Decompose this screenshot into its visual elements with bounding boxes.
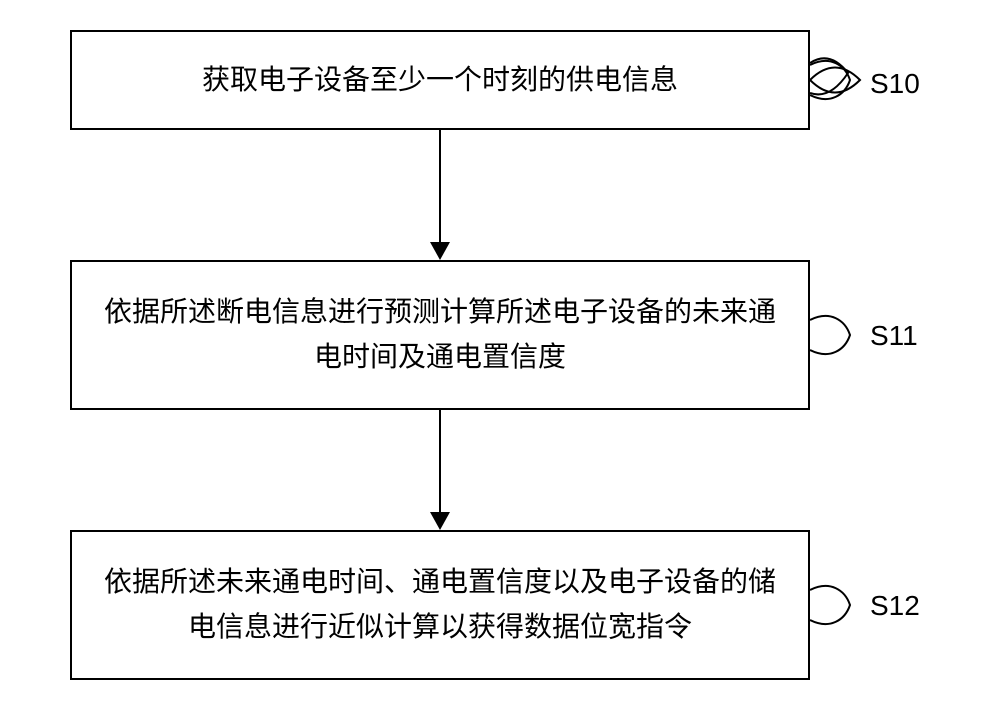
- flow-box-s11: 依据所述断电信息进行预测计算所述电子设备的未来通电时间及通电置信度: [70, 260, 810, 410]
- arrow-line-s11-s12: [439, 410, 441, 512]
- flow-box-s12-text: 依据所述未来通电时间、通电置信度以及电子设备的储电信息进行近似计算以获得数据位宽…: [100, 560, 780, 650]
- arrow-head-s10-s11: [430, 242, 450, 260]
- connector-s12-svg: [810, 575, 870, 635]
- flow-box-s10: 获取电子设备至少一个时刻的供电信息: [70, 30, 810, 130]
- step-label-s10: S10: [870, 68, 920, 100]
- step-label-s11: S11: [870, 320, 918, 352]
- flow-box-s12: 依据所述未来通电时间、通电置信度以及电子设备的储电信息进行近似计算以获得数据位宽…: [70, 530, 810, 680]
- flowchart-container: 获取电子设备至少一个时刻的供电信息 S10 依据所述断电信息进行预测计算所述电子…: [0, 0, 1000, 719]
- flow-box-s10-text: 获取电子设备至少一个时刻的供电信息: [202, 58, 678, 103]
- arrow-head-s11-s12: [430, 512, 450, 530]
- step-label-s12: S12: [870, 590, 920, 622]
- connector-s10-svg: [810, 50, 870, 110]
- connector-s11-svg: [810, 305, 870, 365]
- arrow-line-s10-s11: [439, 130, 441, 242]
- flow-box-s11-text: 依据所述断电信息进行预测计算所述电子设备的未来通电时间及通电置信度: [100, 290, 780, 380]
